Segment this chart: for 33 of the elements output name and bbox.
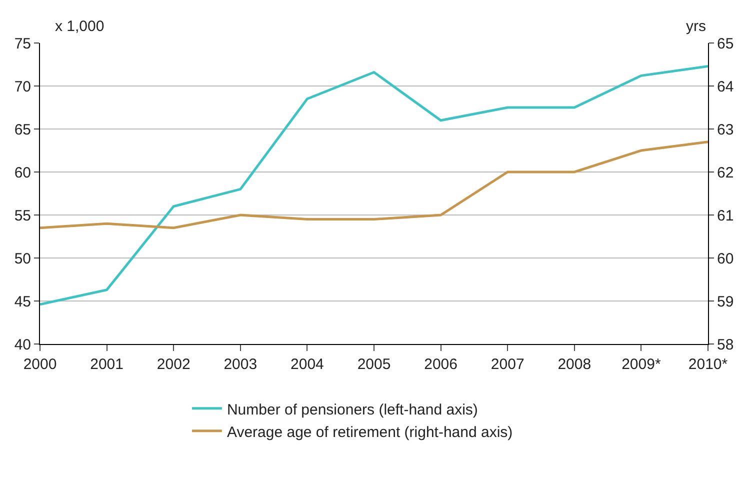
y2-tick-label: 65 [717, 35, 734, 52]
x-tick-label: 2009* [622, 356, 661, 373]
y-tick-label: 70 [14, 78, 31, 96]
x-tick-label: 2005 [357, 356, 391, 373]
x-tick-label: 2001 [90, 356, 124, 373]
y2-tick-label: 63 [717, 121, 734, 138]
x-tick-label: 2000 [23, 356, 57, 373]
x-tick-label: 2004 [290, 356, 324, 373]
y-tick-label: 45 [14, 293, 31, 310]
y-tick-label: 40 [14, 336, 31, 354]
y2-axis-title: yrs [686, 18, 706, 35]
y-tick-label: 50 [14, 250, 31, 268]
y2-tick-label: 62 [717, 164, 734, 182]
line-series [40, 64, 708, 306]
y2-tick-label: 59 [717, 293, 734, 310]
y-tick-label: 75 [14, 35, 31, 52]
y2-tick-label: 58 [717, 336, 734, 354]
x-tick-label: 2008 [558, 356, 592, 373]
y-axis-title: x 1,000 [55, 18, 104, 35]
y2-tick-label: 64 [717, 78, 734, 96]
y-tick-label: 55 [14, 207, 31, 224]
y2-tick-label: 61 [717, 207, 734, 224]
x-tick-label: 2006 [424, 356, 458, 373]
legend-label: Average age of retirement (right-hand axis) [226, 424, 513, 441]
y-tick-label: 65 [14, 121, 31, 138]
x-tick-label: 2002 [156, 356, 190, 373]
x-tick-label: 2010* [688, 356, 728, 373]
y2-tick-label: 60 [717, 250, 734, 268]
x-tick-label: 2003 [224, 356, 258, 373]
y-tick-label: 60 [14, 164, 31, 182]
legend-label: Number of pensioners (left-hand axis) [226, 401, 478, 418]
line-series [40, 140, 708, 230]
x-tick-label: 2007 [490, 356, 524, 373]
